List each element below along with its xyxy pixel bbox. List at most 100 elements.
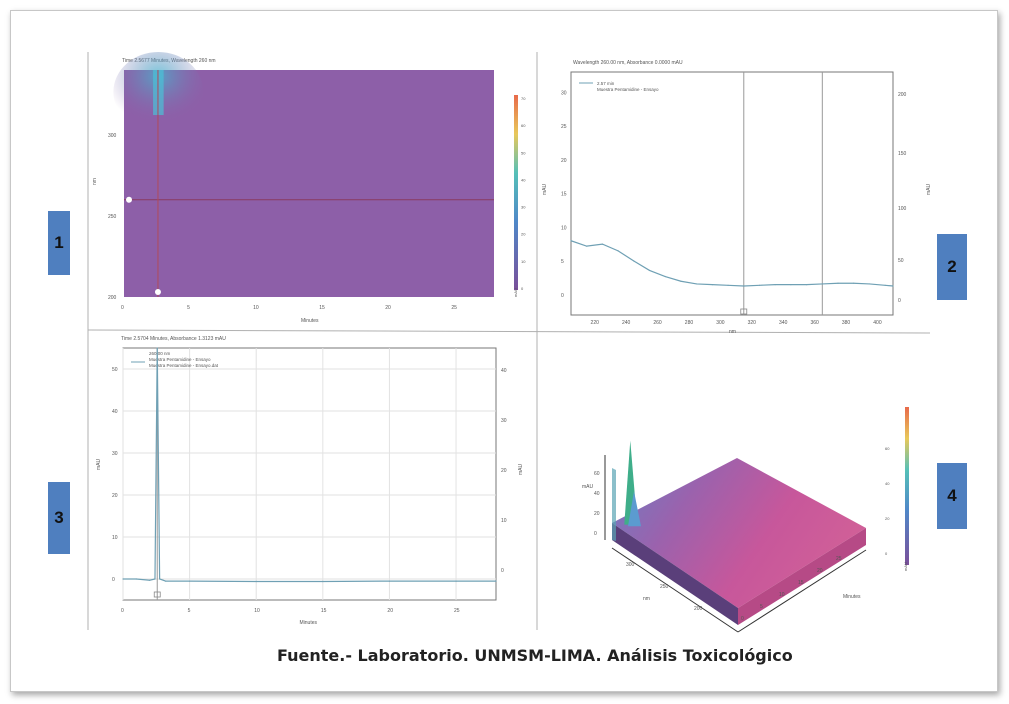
panel-3-y-tick: 40: [112, 409, 118, 415]
panel-4-colorbar-tick: 20: [885, 516, 890, 521]
panel-1-x-tick: 20: [385, 305, 391, 311]
panel-3-y-right-tick: 0: [501, 568, 504, 574]
panel-2-x-tick: 220: [591, 320, 600, 326]
panel-1-y-label: nm: [92, 178, 98, 185]
panel-3-data-point: [495, 580, 497, 582]
panel-3-y-tick: 50: [112, 367, 118, 373]
panel-3-x-tick: 25: [454, 608, 460, 614]
panel-3-y-tick: 10: [112, 535, 118, 541]
panel-2-data-point: [868, 283, 871, 285]
panel-2-x-tick: 340: [779, 320, 788, 326]
panel-1-number-badge: 1: [48, 211, 70, 275]
panel-1-colorbar-tick: 0: [521, 286, 524, 291]
panel-3-y-tick: 30: [112, 451, 118, 457]
panel-3-legend-entry: Muestra Pentamidine - Ensayo.dat: [149, 363, 219, 368]
panel-3-data-point: [149, 579, 151, 581]
panel-2-data-point: [633, 260, 635, 262]
panel-3-x-tick: 10: [254, 608, 260, 614]
panel-2-y-tick: 25: [561, 124, 567, 130]
panel-4-colorbar-tick: 60: [885, 446, 890, 451]
panel-1-colorbar-tick: 70: [521, 96, 526, 101]
panel-1-x-tick: 0: [121, 305, 124, 311]
panel-4-colorbar-tick: 40: [885, 481, 890, 486]
panel-3-y-label: mAU: [96, 459, 102, 471]
panel-4-wavelength-tick: 250: [660, 584, 669, 590]
panel-1-colorbar: [514, 95, 518, 290]
panel-2-data-point: [743, 285, 745, 287]
panel-2-data-point: [648, 269, 651, 272]
panel-3-data-point: [388, 580, 391, 582]
panel-2-cursor-handle: [740, 308, 748, 315]
panel-2-title: Wavelength 260.00 nm, Absorbance 0.0000 …: [573, 60, 683, 66]
panel-3-legend-entry: 260.00 nm: [149, 351, 171, 356]
source-caption: Fuente.- Laboratorio. UNMSM-LIMA. Anális…: [277, 646, 793, 665]
panel-1-colorbar-tick: 40: [521, 177, 526, 182]
panel-2-data-point: [821, 283, 823, 285]
panel-2-y-right-tick: 200: [898, 92, 907, 98]
panel-4-colorbar-unit: mAU: [903, 562, 908, 571]
panel-1-cursor-handle-bottom: [154, 289, 161, 295]
panel-2-x-tick: 260: [653, 320, 662, 326]
panel-1-y-tick: 300: [108, 133, 117, 139]
panel-1-y-tick: 200: [108, 295, 117, 301]
panel-3-data-point: [135, 578, 137, 580]
panel-2-data-point: [664, 275, 666, 278]
panel-3-x-tick: 5: [188, 608, 191, 614]
panel-4-wavelength-label: nm: [643, 596, 650, 602]
panel-2-series-line: [570, 240, 894, 287]
panel-4-z-tick: 60: [594, 471, 600, 477]
panel-2-data-point: [790, 284, 792, 286]
panel-1-colorbar-tick: 30: [521, 205, 526, 210]
panel-2-x-tick: 240: [622, 320, 631, 326]
panel-2-x-tick: 380: [842, 320, 851, 326]
panel-2-data-point: [696, 283, 698, 285]
panel-2-y-right-tick: 50: [898, 258, 904, 264]
panel-2-y-tick: 15: [561, 192, 567, 198]
panel-3-data-point: [189, 580, 191, 582]
panel-4-z-tick: 40: [594, 491, 600, 497]
panel-2-x-tick: 320: [748, 320, 757, 326]
panel-3-y-tick: 0: [112, 577, 115, 583]
panel-3-number-badge: 3: [48, 482, 70, 554]
panel-3-y-right-tick: 40: [501, 368, 507, 374]
panel-2-data-point: [680, 280, 682, 282]
panel-4-surface-front: [612, 523, 738, 625]
panel-2-data-point: [570, 240, 572, 242]
panel-3-y-right-label: mAU: [518, 464, 524, 476]
panel-2-x-tick: 280: [685, 320, 694, 326]
panel-3-data-point: [255, 580, 257, 583]
panel-2-data-point: [758, 284, 761, 286]
panel-4-colorbar: [905, 407, 909, 565]
panel-2-data-point: [837, 282, 839, 284]
panel-2-data-point: [774, 284, 776, 286]
panel-4-colorbar-tick: 0: [885, 551, 888, 556]
panel-2-x-tick: 300: [716, 320, 725, 326]
panel-2-number-badge: 2: [937, 234, 967, 300]
panel-2-data-point: [586, 245, 588, 247]
panel-2-data-point: [711, 284, 713, 286]
panel-4-z-label: mAU: [582, 484, 594, 490]
panel-1-y-tick: 250: [108, 214, 117, 220]
panel-2-data-point: [892, 285, 894, 287]
panel-3-data-point: [455, 580, 457, 582]
panel-3-x-label: Minutes: [300, 620, 318, 626]
panel-3-data-point: [156, 347, 158, 349]
panel-3-y-right-tick: 20: [501, 468, 507, 474]
panel-3-plot-area: [122, 347, 497, 601]
panel-2-y-tick: 10: [561, 225, 567, 231]
panel-3-x-tick: 15: [321, 608, 327, 614]
panel-3-data-point: [159, 578, 161, 580]
panel-1-x-tick: 25: [451, 305, 457, 311]
panel-4-surface-side: [738, 528, 866, 625]
panel-4-surface-top: [612, 458, 866, 608]
panel-2-x-tick: 360: [810, 320, 819, 326]
panel-3-x-tick: 0: [121, 608, 124, 614]
panel-1-colorbar-tick: 60: [521, 123, 526, 128]
panel-4-wavelength-axis: [611, 547, 739, 633]
panel-3-data-point: [122, 578, 124, 580]
panel-3-y-right-tick: 10: [501, 518, 507, 524]
panel-4-time-tick: 15: [798, 580, 804, 586]
panel-1-colorbar-unit: mAU: [513, 288, 518, 297]
panel-2-x-label: nm: [729, 329, 736, 335]
